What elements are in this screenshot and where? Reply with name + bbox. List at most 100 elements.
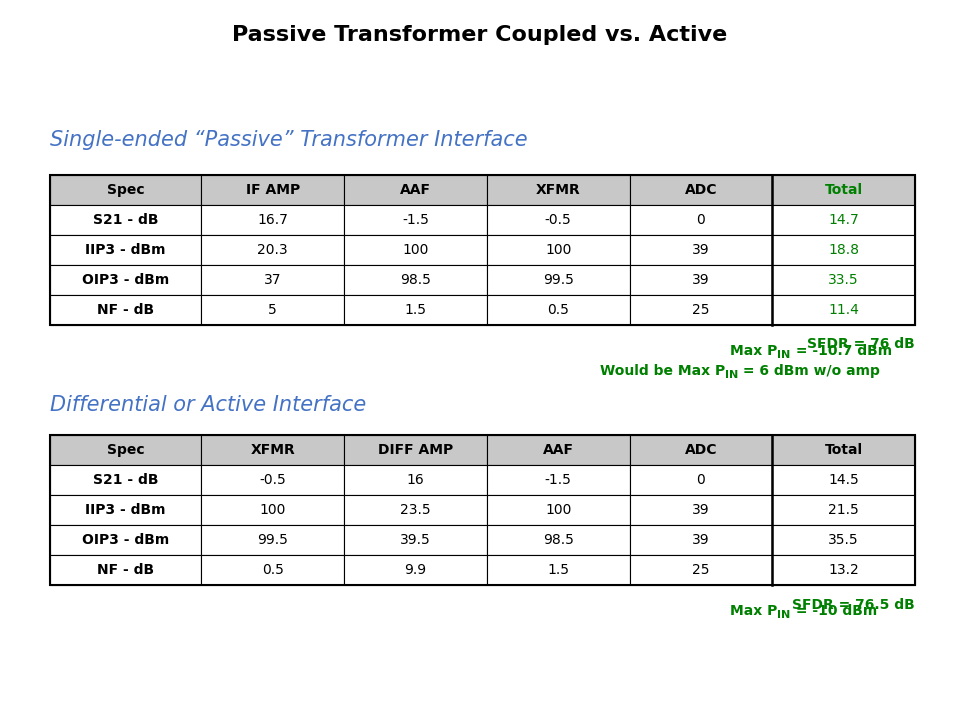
Text: Passive Transformer Coupled vs. Active: Passive Transformer Coupled vs. Active xyxy=(232,25,728,45)
Text: IN: IN xyxy=(725,371,738,380)
Text: 16.7: 16.7 xyxy=(257,213,288,227)
Text: SFDR = 76 dB: SFDR = 76 dB xyxy=(807,337,915,351)
Text: Max P: Max P xyxy=(730,604,778,618)
Text: IIP3 - dBm: IIP3 - dBm xyxy=(85,503,166,517)
Text: 25: 25 xyxy=(692,303,709,317)
Text: 99.5: 99.5 xyxy=(542,273,574,287)
Bar xyxy=(50,175,915,325)
Bar xyxy=(50,175,202,205)
Text: 0: 0 xyxy=(697,473,706,487)
Text: 100: 100 xyxy=(259,503,286,517)
Text: 0: 0 xyxy=(697,213,706,227)
Bar xyxy=(487,175,630,205)
Bar xyxy=(344,555,487,585)
Text: 98.5: 98.5 xyxy=(542,533,574,547)
Text: 20.3: 20.3 xyxy=(257,243,288,257)
Bar xyxy=(487,555,630,585)
Bar xyxy=(344,495,487,525)
Text: -0.5: -0.5 xyxy=(259,473,286,487)
Text: 1.5: 1.5 xyxy=(547,563,569,577)
Text: 100: 100 xyxy=(545,243,571,257)
Text: 5: 5 xyxy=(269,303,277,317)
Bar xyxy=(630,465,772,495)
Text: S21 - dB: S21 - dB xyxy=(93,473,158,487)
Text: 0.5: 0.5 xyxy=(262,563,283,577)
Text: Spec: Spec xyxy=(107,183,145,197)
Bar xyxy=(50,205,202,235)
Bar xyxy=(772,525,915,555)
Bar xyxy=(50,295,202,325)
Text: S21 - dB: S21 - dB xyxy=(93,213,158,227)
Text: Single-ended “Passive” Transformer Interface: Single-ended “Passive” Transformer Inter… xyxy=(50,130,528,150)
Bar xyxy=(630,175,772,205)
Text: 39: 39 xyxy=(692,503,709,517)
Bar xyxy=(630,495,772,525)
Bar xyxy=(630,235,772,265)
Text: NF - dB: NF - dB xyxy=(97,563,155,577)
Bar xyxy=(202,265,344,295)
Text: 21.5: 21.5 xyxy=(828,503,859,517)
Text: AAF: AAF xyxy=(542,443,574,457)
Bar xyxy=(630,525,772,555)
Text: 25: 25 xyxy=(692,563,709,577)
Text: IF AMP: IF AMP xyxy=(246,183,300,197)
Bar xyxy=(772,295,915,325)
Text: 9.9: 9.9 xyxy=(404,563,426,577)
Text: Total: Total xyxy=(825,443,863,457)
Bar xyxy=(202,555,344,585)
Text: OIP3 - dBm: OIP3 - dBm xyxy=(82,273,169,287)
Text: IN: IN xyxy=(778,611,791,621)
Bar xyxy=(344,235,487,265)
Text: Differential or Active Interface: Differential or Active Interface xyxy=(50,395,367,415)
Bar xyxy=(50,435,915,585)
Text: 0.5: 0.5 xyxy=(547,303,569,317)
Text: DIFF AMP: DIFF AMP xyxy=(378,443,453,457)
Text: 39: 39 xyxy=(692,533,709,547)
Text: Max P: Max P xyxy=(730,344,778,358)
Text: XFMR: XFMR xyxy=(536,183,581,197)
Text: 13.2: 13.2 xyxy=(828,563,859,577)
Bar xyxy=(344,205,487,235)
Bar xyxy=(772,555,915,585)
Bar xyxy=(344,435,487,465)
Text: IN: IN xyxy=(778,351,791,361)
Text: ADC: ADC xyxy=(684,183,717,197)
Text: -0.5: -0.5 xyxy=(545,213,571,227)
Bar xyxy=(630,435,772,465)
Text: Would be Max P: Would be Max P xyxy=(600,364,725,378)
Bar xyxy=(772,175,915,205)
Text: IIP3 - dBm: IIP3 - dBm xyxy=(85,243,166,257)
Text: ADC: ADC xyxy=(684,443,717,457)
Bar xyxy=(50,235,202,265)
Bar xyxy=(487,525,630,555)
Text: 37: 37 xyxy=(264,273,281,287)
Bar xyxy=(344,525,487,555)
Text: 11.4: 11.4 xyxy=(828,303,859,317)
Text: XFMR: XFMR xyxy=(251,443,295,457)
Bar xyxy=(487,235,630,265)
Text: AAF: AAF xyxy=(400,183,431,197)
Bar xyxy=(50,465,202,495)
Text: 18.8: 18.8 xyxy=(828,243,859,257)
Text: NF - dB: NF - dB xyxy=(97,303,155,317)
Bar xyxy=(630,295,772,325)
Bar xyxy=(202,495,344,525)
Bar xyxy=(772,235,915,265)
Bar xyxy=(50,435,202,465)
Text: 14.5: 14.5 xyxy=(828,473,859,487)
Bar xyxy=(202,295,344,325)
Bar xyxy=(344,265,487,295)
Text: 39.5: 39.5 xyxy=(400,533,431,547)
Text: 39: 39 xyxy=(692,273,709,287)
Text: 23.5: 23.5 xyxy=(400,503,431,517)
Text: SFDR = 76.5 dB: SFDR = 76.5 dB xyxy=(792,598,915,612)
Text: 98.5: 98.5 xyxy=(400,273,431,287)
Text: -1.5: -1.5 xyxy=(402,213,429,227)
Bar xyxy=(772,495,915,525)
Bar xyxy=(630,205,772,235)
Bar xyxy=(630,555,772,585)
Text: Total: Total xyxy=(825,183,863,197)
Text: = 6 dBm w/o amp: = 6 dBm w/o amp xyxy=(738,364,880,378)
Text: 14.7: 14.7 xyxy=(828,213,859,227)
Bar xyxy=(50,555,202,585)
